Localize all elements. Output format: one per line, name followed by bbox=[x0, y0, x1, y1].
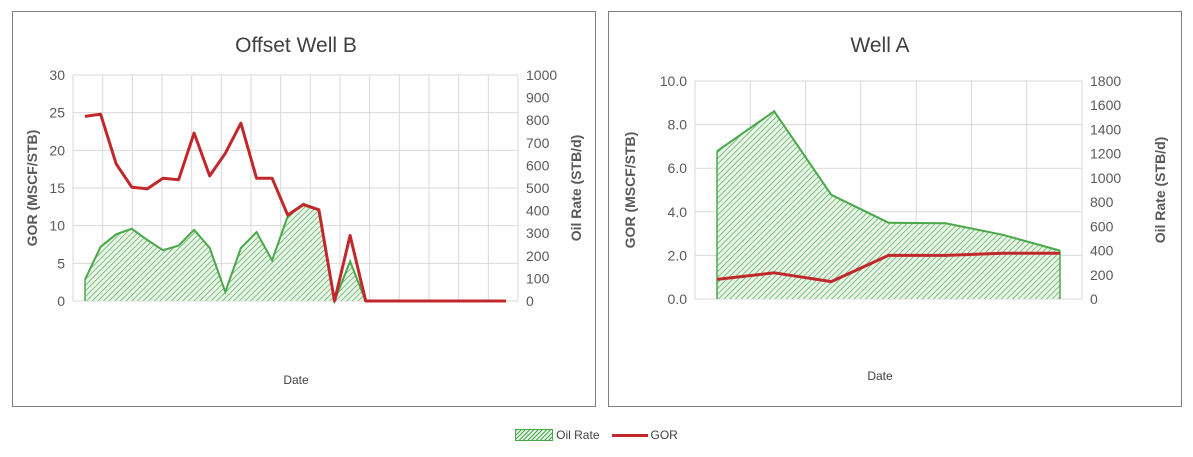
y-tick-label-left: 8.0 bbox=[668, 117, 688, 133]
legend-label-gor: GOR bbox=[650, 428, 678, 442]
y-tick-label-right: 1000 bbox=[526, 67, 557, 83]
y-tick-label-left: 6.0 bbox=[668, 160, 688, 176]
gor-line bbox=[84, 112, 506, 303]
y-tick-label-right: 1000 bbox=[1090, 170, 1121, 186]
y-tick-label-right: 600 bbox=[526, 157, 550, 173]
y-tick-label-left: 25 bbox=[49, 105, 65, 121]
y-tick-label-right: 200 bbox=[1090, 267, 1114, 283]
y-tick-label-right: 400 bbox=[1090, 243, 1114, 259]
chart-title: Offset Well B bbox=[235, 34, 357, 57]
legend-label-oil-rate: Oil Rate bbox=[556, 428, 600, 442]
y-axis-label-right: Oil Rate (STB/d) bbox=[1152, 137, 1168, 244]
y-tick-label-left: 5 bbox=[57, 255, 65, 271]
oil-rate-outline bbox=[716, 109, 1061, 252]
chart-panel-well-a: 0.0 2.0 4.0 6.0 8.0 10.0 0 200 400 600 800 1000 1200… bbox=[608, 11, 1182, 407]
chart-offset-well-b: 0510152025300100200300400500600700800900… bbox=[24, 34, 584, 387]
x-axis-label: Date bbox=[283, 373, 309, 387]
y-tick-label-left: 0.0 bbox=[668, 291, 688, 307]
chart-panel-offset-well-b: 0 5 10 15 20 25 30 0 100 200 300 400 500 600 700 800 900… bbox=[12, 11, 596, 407]
y-axis-label-right: Oil Rate (STB/d) bbox=[568, 135, 584, 242]
oil-rate-area bbox=[717, 111, 1060, 299]
y-tick-label-right: 200 bbox=[526, 248, 550, 264]
y-tick-label-right: 300 bbox=[526, 225, 550, 241]
y-tick-label-left: 20 bbox=[49, 142, 65, 158]
chart-well-a: 0.0 2.0 4.0 6.0 8.0 10.0 0 200 400 600 800 1000 1200… bbox=[622, 34, 1168, 383]
y-tick-label-left: 2.0 bbox=[668, 247, 688, 263]
y-tick-label-right: 1600 bbox=[1090, 97, 1121, 113]
oil-rate-swatch bbox=[515, 429, 554, 441]
y-tick-label-right: 0 bbox=[526, 293, 534, 309]
y-tick-label-right: 800 bbox=[526, 112, 550, 128]
y-tick-label-left: 15 bbox=[49, 180, 65, 196]
gor-swatch bbox=[611, 433, 648, 437]
y-tick-label-right: 700 bbox=[526, 135, 550, 151]
oil-rate-area bbox=[85, 203, 506, 301]
y-tick-label-right: 1400 bbox=[1090, 121, 1121, 137]
y-tick-label-left: 30 bbox=[49, 67, 65, 83]
y-tick-label-left: 4.0 bbox=[668, 204, 688, 220]
y-tick-label-right: 100 bbox=[526, 270, 550, 286]
y-tick-label-left: 10.0 bbox=[660, 73, 687, 89]
y-tick-label-right: 800 bbox=[1090, 194, 1114, 210]
chart-title: Well A bbox=[850, 34, 909, 57]
y-tick-label-right: 600 bbox=[1090, 218, 1114, 234]
y-tick-label-right: 400 bbox=[526, 203, 550, 219]
y-tick-label-right: 1200 bbox=[1090, 146, 1121, 162]
y-axis-label-left: GOR (MSCF/STB) bbox=[622, 132, 638, 249]
y-tick-label-left: 0 bbox=[57, 293, 65, 309]
y-tick-label-right: 1800 bbox=[1090, 73, 1121, 89]
y-axis-label-left: GOR (MSCF/STB) bbox=[24, 130, 40, 247]
y-tick-label-right: 900 bbox=[526, 90, 550, 106]
y-tick-label-right: 0 bbox=[1090, 291, 1098, 307]
x-axis-label: Date bbox=[867, 369, 893, 383]
legend-item-oil-rate: Oil Rate bbox=[515, 428, 600, 442]
chart-legend: Oil Rate GOR bbox=[0, 428, 1193, 442]
y-tick-label-left: 10 bbox=[49, 218, 65, 234]
gor-line bbox=[716, 251, 1060, 284]
y-tick-label-right: 500 bbox=[526, 180, 550, 196]
legend-item-gor: GOR bbox=[611, 428, 678, 442]
